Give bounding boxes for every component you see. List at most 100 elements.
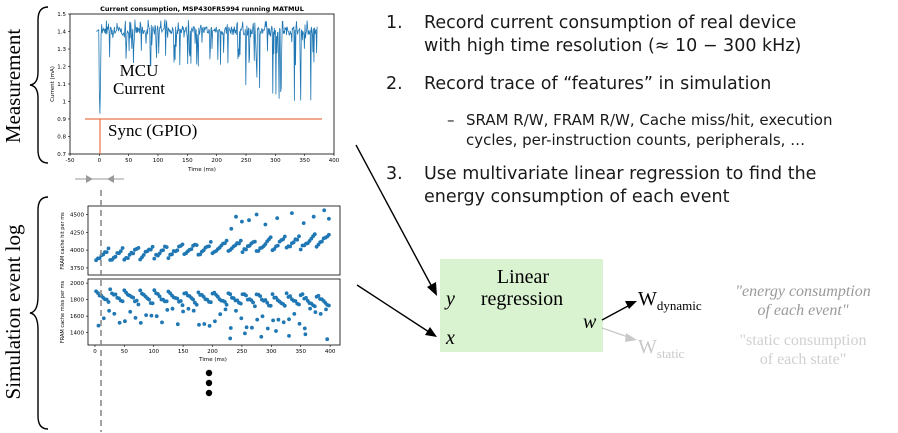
cache-miss-point [120, 299, 125, 304]
current-x-ticks: -50 0 50 100 150 200 250 300 350 400 [66, 154, 340, 164]
cache-hit-y-tick-label: 4500 [70, 213, 84, 219]
cache-miss-point [175, 322, 180, 327]
current-y-tick-label: 0.8 [57, 135, 66, 141]
cache-miss-point [302, 326, 307, 331]
cache-hit-point [295, 237, 300, 242]
cache-hit-y-tick-label: 3750 [70, 266, 84, 272]
cache-miss-point [284, 291, 289, 296]
static-note-line2: of each state" [760, 351, 846, 368]
cache-miss-y-ticks: 1400 1600 1800 2000 [70, 281, 88, 337]
cache-miss-point [297, 321, 302, 326]
cache-hit-point [320, 239, 324, 244]
cache-miss-point [260, 314, 265, 319]
cache-hit-point [170, 252, 174, 257]
cache-hit-point [327, 216, 331, 221]
cache-hit-point [126, 256, 130, 260]
cache-miss-point [318, 312, 323, 316]
cache-hit-point [118, 249, 123, 254]
cache-hit-point [281, 237, 285, 242]
cache-miss-point [191, 308, 196, 313]
cache-miss-point [128, 309, 133, 314]
cache-hit-point [120, 246, 125, 250]
cache-miss-point [238, 301, 243, 306]
cache-miss-x-tick-label: 350 [295, 349, 306, 355]
cache-hit-point [256, 249, 261, 253]
cache-hit-point [148, 247, 153, 252]
cache-hit-point [164, 245, 169, 250]
cache-miss-x-tick-label: 0 [93, 349, 97, 355]
cache-hit-point [141, 253, 146, 257]
step-2-number: 2. [386, 74, 403, 94]
dynamic-note-line2: of each event" [757, 302, 848, 319]
current-x-tick-label: 150 [182, 158, 193, 164]
cache-miss-point [152, 288, 157, 293]
cache-hit-point [291, 240, 296, 245]
cache-hit-point [131, 251, 136, 256]
cache-miss-point [180, 303, 185, 308]
regression-title-line1: Linear [497, 266, 550, 288]
cache-miss-point [175, 296, 180, 301]
sync-gpio-label: Sync (GPIO) [108, 121, 197, 140]
cache-miss-point [106, 300, 111, 304]
cache-miss-point [165, 308, 170, 312]
cache-miss-x-tick-label: 400 [325, 349, 336, 355]
cache-miss-point [208, 300, 213, 305]
cache-hit-point [327, 232, 331, 237]
cache-miss-point [297, 302, 301, 307]
w-static-label: Wstatic [638, 336, 685, 361]
cache-miss-point [276, 317, 281, 322]
cache-miss-point [218, 312, 223, 317]
cache-miss-point [138, 288, 143, 293]
step-3-number: 3. [386, 164, 403, 184]
cache-hit-point [288, 244, 292, 249]
cache-hit-y-tick-label: 4250 [70, 230, 84, 236]
cache-miss-point [108, 287, 113, 292]
cache-miss-point [170, 306, 175, 311]
cache-hit-point [247, 218, 251, 223]
current-y-tick-label: 1.1 [57, 82, 66, 88]
cache-miss-x-tick-label: 250 [237, 349, 248, 355]
cache-hit-plot-frame [87, 205, 341, 276]
cache-hit-point [97, 256, 102, 261]
cache-miss-point [202, 322, 207, 326]
cache-miss-point [313, 310, 318, 314]
cache-hit-point [282, 234, 287, 239]
step-1-line1: Record current consumption of real devic… [424, 13, 796, 33]
measurement-label: Measurement [1, 29, 25, 143]
cache-hit-point [312, 232, 317, 237]
cache-hit-point [263, 222, 268, 227]
sub-bullet-dash: – [447, 111, 455, 129]
cache-miss-point [101, 316, 106, 321]
current-y-tick-label: 1.3 [57, 47, 66, 53]
cache-miss-x-tick-label: 300 [266, 349, 277, 355]
cache-hit-point [198, 252, 203, 257]
cache-miss-point [224, 302, 229, 307]
cache-miss-point [258, 294, 263, 298]
cache-miss-point [325, 337, 330, 342]
cache-miss-point [265, 326, 270, 331]
cache-miss-point [300, 292, 305, 296]
cache-hit-point [113, 254, 118, 259]
cache-hit-point [161, 248, 166, 253]
cache-miss-point [287, 317, 291, 322]
cache-hit-y-ticks: 3750 4000 4250 4500 [70, 213, 88, 272]
cache-miss-point [164, 299, 169, 304]
cache-miss-plot-frame [87, 278, 341, 346]
static-output-arrow [601, 327, 629, 338]
simulation-label: Simulation event log [1, 224, 25, 399]
cache-hit-point [297, 234, 301, 239]
current-x-axis-label: Time (ms) [187, 167, 216, 173]
current-y-axis-label: Current (mA) [50, 66, 56, 102]
cache-miss-y-tick-label: 1800 [70, 298, 84, 304]
cache-hit-point [311, 214, 316, 219]
cache-miss-x-ticks: 0 50 100 150 200 250 300 350 400 [93, 345, 336, 355]
linear-regression-box: Linear regression y x w [440, 259, 603, 352]
cache-hit-point [240, 219, 244, 224]
mcu-current-label-line2: Current [113, 79, 165, 98]
cache-miss-point [112, 311, 117, 316]
cache-miss-point [243, 331, 247, 336]
cache-miss-y-tick-label: 1400 [70, 331, 84, 337]
cache-hit-point [275, 243, 280, 248]
cache-miss-point [160, 320, 164, 325]
cache-miss-point [147, 297, 151, 302]
